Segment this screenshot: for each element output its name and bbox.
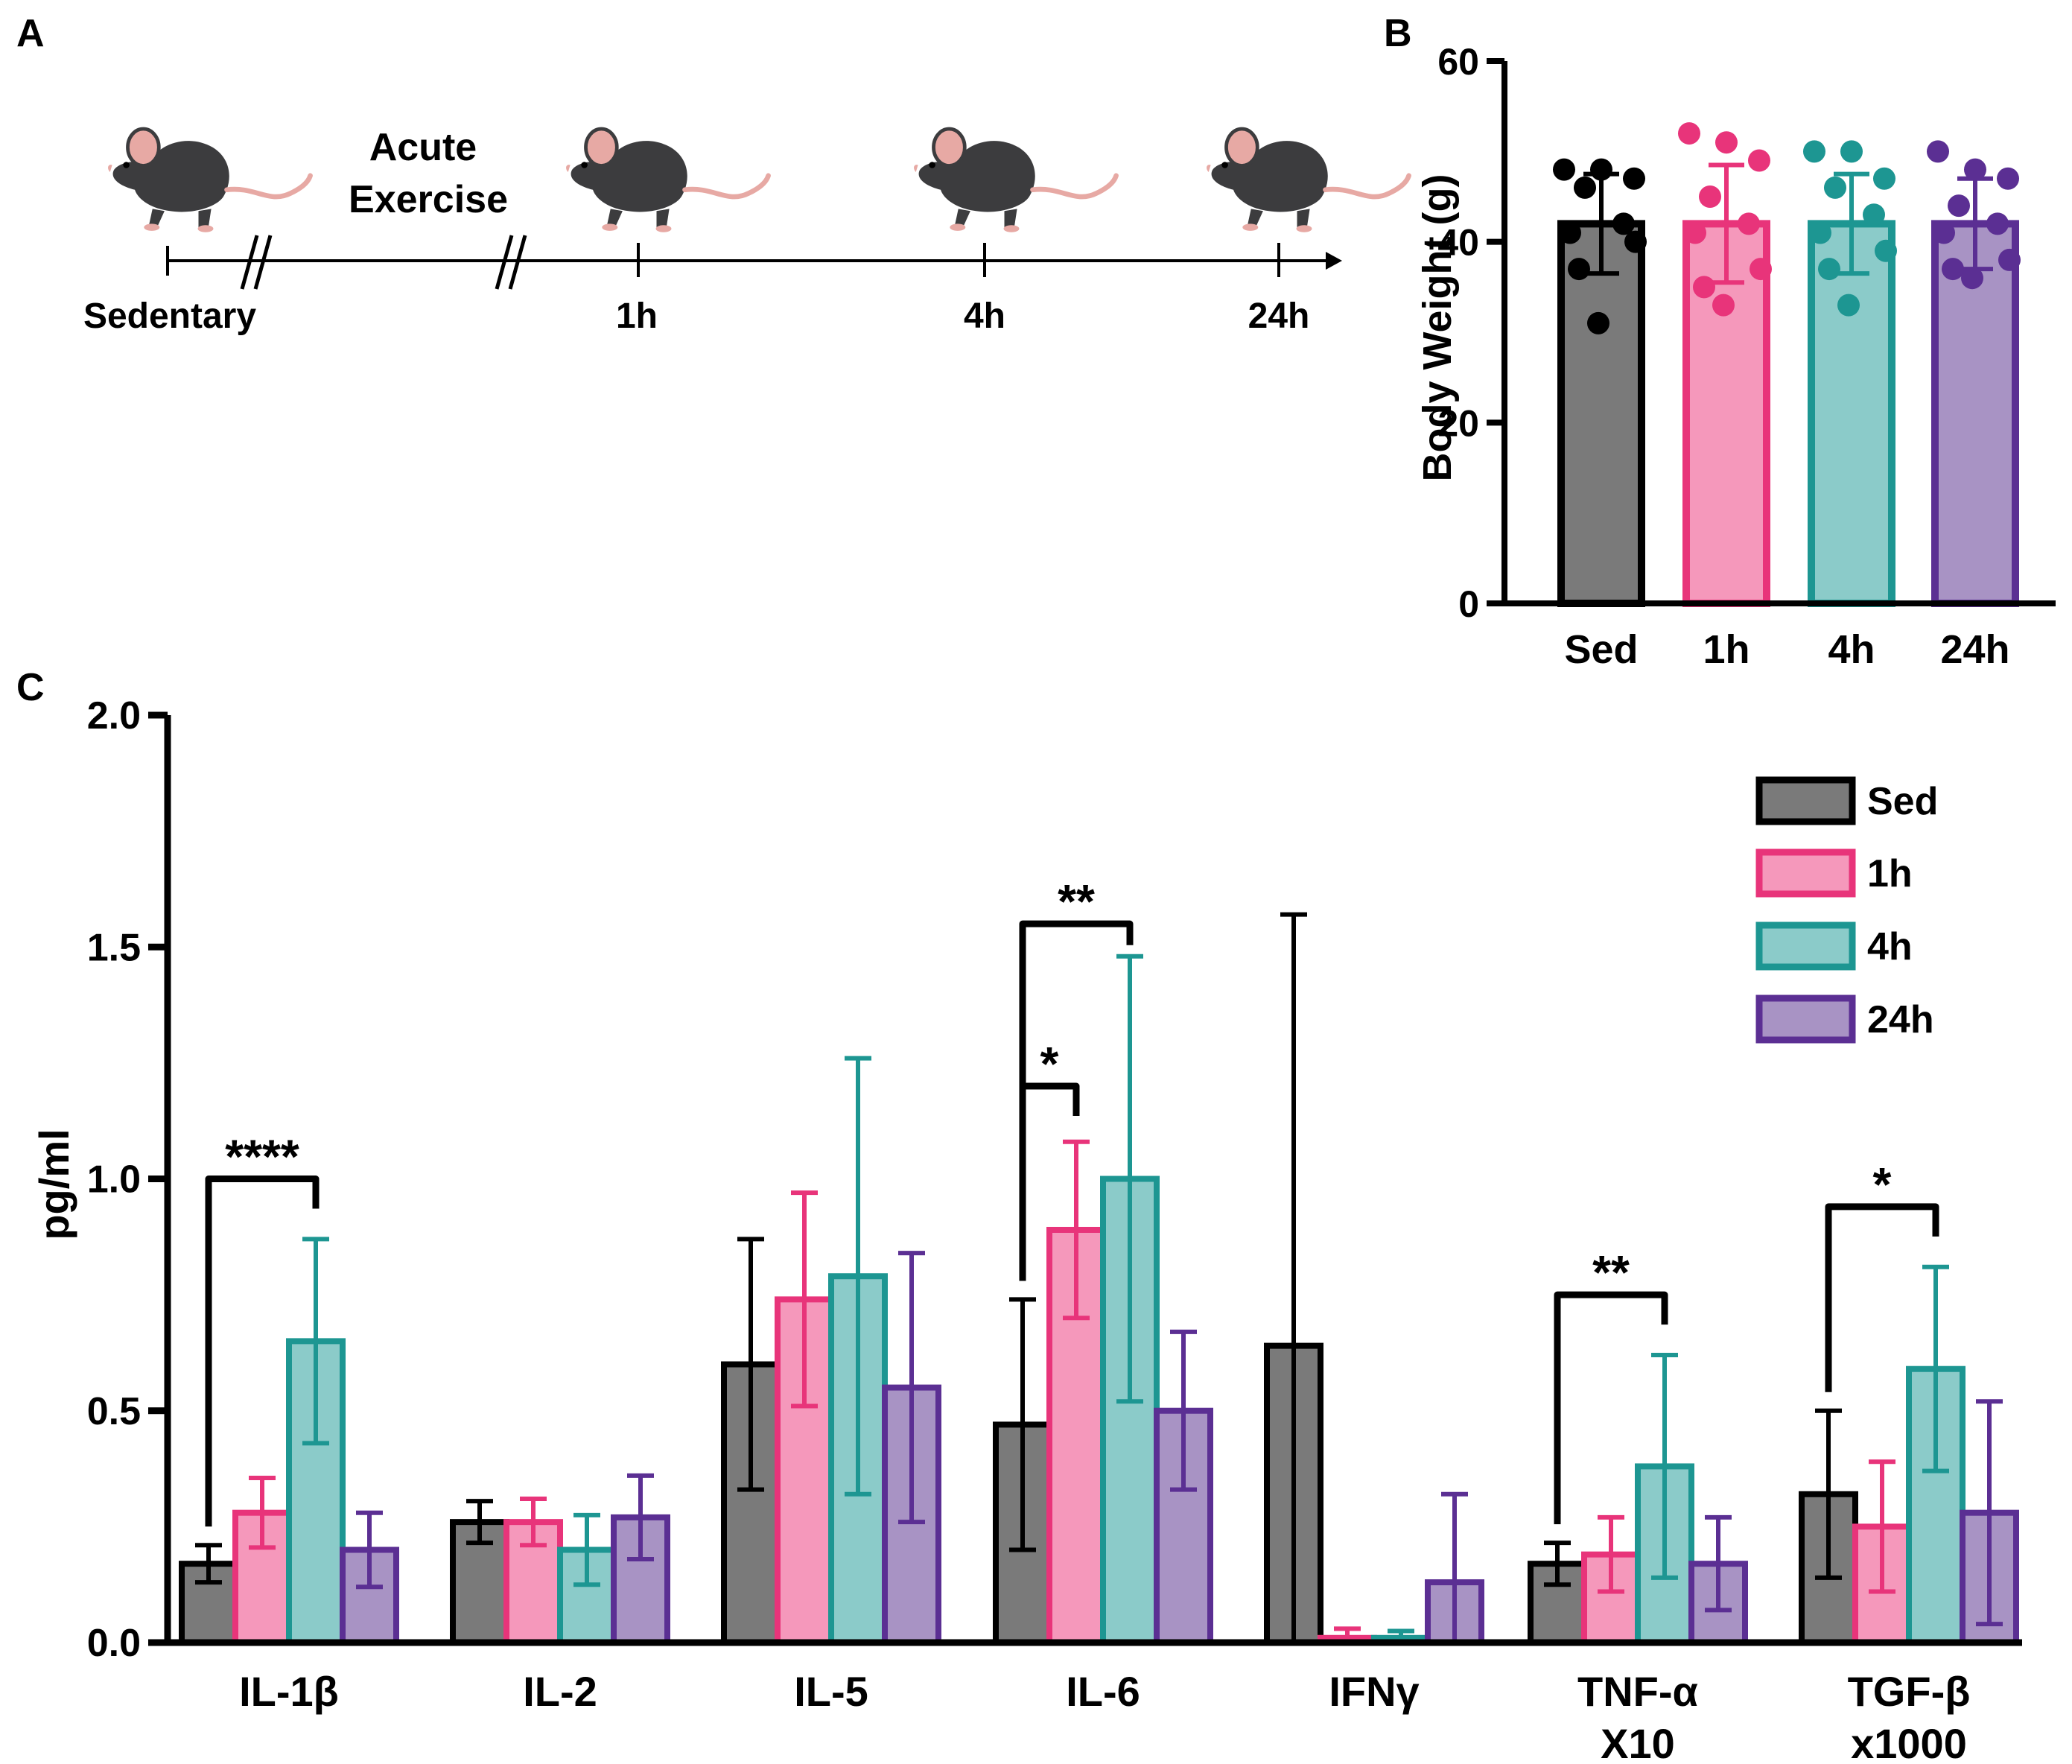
- mouse-icon-24h: [1207, 129, 1409, 232]
- data-point: [1559, 221, 1581, 244]
- data-point: [1824, 176, 1846, 199]
- data-point: [1927, 140, 1949, 163]
- panel-a-timeline: Acute Exercise Sedentary 1h 4h 24h: [83, 126, 1409, 336]
- data-point: [1875, 239, 1897, 262]
- legend-swatch-1h: [1755, 848, 1856, 898]
- y-tick-label: 60: [1437, 41, 1479, 83]
- y-tick-label: 2.0: [87, 694, 141, 737]
- data-point: [1623, 167, 1645, 190]
- y-tick-label: 1.0: [87, 1158, 141, 1202]
- data-point: [1715, 131, 1738, 154]
- data-point: [1873, 167, 1895, 190]
- mouse-icon-4h: [914, 129, 1116, 232]
- significance-label: *: [1873, 1158, 1892, 1211]
- data-point: [1933, 221, 1955, 244]
- data-point: [1750, 258, 1772, 281]
- exercise-label-line2: Exercise: [349, 178, 508, 221]
- x-tick-label: IL-1β: [239, 1668, 339, 1715]
- data-point: [1678, 122, 1700, 145]
- x-tick-label: IL-2: [523, 1668, 597, 1715]
- data-point: [1998, 248, 2021, 271]
- data-point: [1961, 267, 1983, 290]
- x-tick-label: Sed: [1564, 627, 1638, 672]
- significance-bracket: [1825, 1203, 1939, 1392]
- panel-c-cytokine-chart: IL-1β IL-2 IL-5 IL-6 IFNγ TNF-α X10 TGF-β x1000 0…: [31, 694, 2022, 1764]
- data-point: [1803, 140, 1825, 163]
- data-point: [1693, 276, 1715, 299]
- y-axis-label: Body Weight (g): [1415, 174, 1460, 482]
- significance-bracket: [1554, 1291, 1668, 1525]
- data-point: [1587, 311, 1609, 334]
- x-tick-label: 4h: [1828, 627, 1875, 672]
- data-point: [1738, 212, 1760, 235]
- legend-label-sed: Sed: [1867, 780, 1938, 823]
- y-tick-label: 0.5: [87, 1390, 141, 1433]
- data-point: [1568, 258, 1590, 281]
- data-point: [1574, 176, 1596, 199]
- exercise-label-line1: Acute: [369, 126, 477, 169]
- data-point: [1964, 158, 1986, 181]
- significance-bracket: [205, 1176, 320, 1527]
- timeline-arrowhead: [1326, 252, 1342, 270]
- data-point: [1809, 221, 1831, 244]
- y-axis-label: pg/ml: [31, 1129, 77, 1240]
- y-tick-label: 40: [1437, 222, 1479, 264]
- significance-label: *: [1040, 1037, 1059, 1091]
- data-point: [1863, 203, 1885, 226]
- bar-sed: [1557, 220, 1645, 607]
- data-point: [1748, 149, 1770, 172]
- legend-swatch-24h: [1755, 994, 1856, 1044]
- data-point: [1840, 140, 1863, 163]
- legend-label-24h: 24h: [1867, 998, 1934, 1041]
- x-tick-label: 24h: [1940, 627, 2009, 672]
- significance-label: **: [1592, 1246, 1630, 1299]
- x-tick-label: x1000: [1851, 1720, 1967, 1764]
- y-tick-label: 0.0: [87, 1622, 141, 1665]
- y-tick-label: 20: [1437, 402, 1479, 444]
- legend-label-4h: 4h: [1867, 925, 1913, 968]
- panel-label-b: B: [1384, 12, 1412, 55]
- panel-b-body-weight-chart: Sed 1h 4h 24h 0 20 40 60 Body Weight (g): [1415, 41, 2056, 672]
- x-tick-label: TGF-β: [1848, 1668, 1971, 1715]
- timeline-break-2: [495, 235, 527, 290]
- data-point: [1818, 258, 1840, 281]
- data-point: [1699, 185, 1721, 208]
- x-tick-label: IFNγ: [1329, 1668, 1419, 1715]
- panel-label-a: A: [16, 12, 45, 55]
- y-tick-label: 1.5: [87, 926, 141, 969]
- panel-label-c: C: [16, 666, 45, 709]
- timeline-label-1h: 1h: [616, 296, 658, 336]
- significance-label: ****: [225, 1130, 299, 1184]
- data-point: [1837, 294, 1860, 317]
- timeline-label-24h: 24h: [1248, 296, 1310, 336]
- data-point: [1553, 158, 1575, 181]
- legend-label-1h: 1h: [1867, 852, 1913, 895]
- x-tick-label: 1h: [1703, 627, 1750, 672]
- x-tick-label: X10: [1601, 1720, 1675, 1764]
- legend-swatch-4h: [1755, 921, 1856, 971]
- data-point: [1986, 212, 2009, 235]
- x-tick-label: IL-6: [1066, 1668, 1140, 1715]
- significance-bracket: [1019, 920, 1134, 1281]
- legend-swatch-sed: [1755, 776, 1856, 825]
- data-point: [1612, 212, 1635, 235]
- y-tick-label: 0: [1458, 583, 1479, 625]
- data-point: [1712, 294, 1735, 317]
- data-point: [1624, 230, 1647, 253]
- mouse-icon-1h: [566, 129, 769, 232]
- mouse-icon-sedentary: [108, 129, 311, 232]
- x-tick-label: IL-5: [794, 1668, 868, 1715]
- bar-4h: [1808, 220, 1895, 607]
- data-point: [1590, 158, 1612, 181]
- data-point: [1997, 167, 2019, 190]
- data-point: [1942, 258, 1964, 281]
- x-tick-label: TNF-α: [1577, 1668, 1698, 1715]
- data-point: [1948, 194, 1970, 218]
- data-point: [1684, 221, 1706, 244]
- timeline-break-1: [240, 235, 273, 290]
- significance-label: **: [1058, 875, 1095, 928]
- timeline-label-4h: 4h: [964, 296, 1005, 336]
- timeline-label-sedentary: Sedentary: [83, 296, 256, 336]
